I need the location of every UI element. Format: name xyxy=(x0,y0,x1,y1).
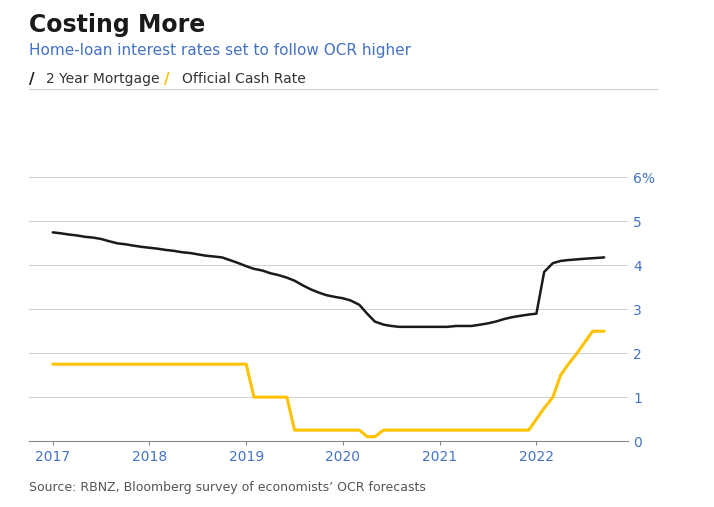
Text: Source: RBNZ, Bloomberg survey of economists’ OCR forecasts: Source: RBNZ, Bloomberg survey of econom… xyxy=(29,481,426,494)
Text: 2 Year Mortgage: 2 Year Mortgage xyxy=(46,72,160,86)
Text: /: / xyxy=(29,72,34,87)
Text: /: / xyxy=(164,72,170,87)
Text: Costing More: Costing More xyxy=(29,13,205,37)
Text: Home-loan interest rates set to follow OCR higher: Home-loan interest rates set to follow O… xyxy=(29,43,411,58)
Text: Official Cash Rate: Official Cash Rate xyxy=(182,72,306,86)
